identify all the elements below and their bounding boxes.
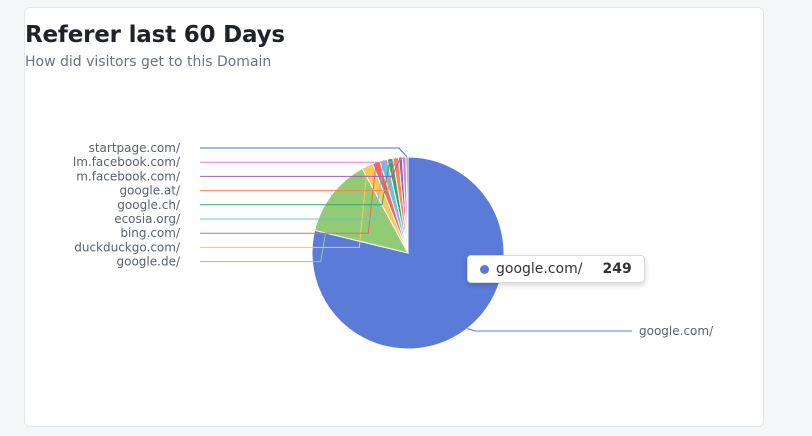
pie-label-google-ch: google.ch/ bbox=[117, 198, 181, 212]
label-line-lm-facebook-com bbox=[200, 156, 405, 163]
label-line-bing-com bbox=[200, 162, 377, 234]
label-line-google-de bbox=[200, 194, 333, 263]
pie-label-m-facebook-com: m.facebook.com/ bbox=[76, 169, 181, 183]
label-line-google-at bbox=[200, 157, 397, 192]
label-line-google-ch bbox=[200, 158, 391, 206]
label-line-google-com bbox=[467, 328, 632, 332]
tooltip-color-dot bbox=[480, 264, 489, 274]
pie-label-google-de: google.de/ bbox=[117, 255, 181, 269]
pie-slices bbox=[311, 156, 505, 350]
label-line-m-facebook-com bbox=[200, 157, 401, 177]
pie-label-lm-facebook-com: lm.facebook.com/ bbox=[73, 155, 181, 169]
pie-labels: google.com/google.de/duckduckgo.com/bing… bbox=[73, 141, 714, 338]
tooltip-label: google.com/ bbox=[496, 261, 583, 277]
pie-label-lines bbox=[200, 147, 632, 332]
pie-slice-google-com[interactable] bbox=[311, 156, 505, 350]
pie-label-duckduckgo-com: duckduckgo.com/ bbox=[74, 240, 181, 254]
chart-tooltip: google.com/ 249 bbox=[467, 255, 645, 283]
card-subtitle: How did visitors get to this Domain bbox=[25, 54, 272, 70]
card-title: Referer last 60 Days bbox=[25, 22, 285, 48]
label-line-ecosia-org bbox=[200, 160, 384, 220]
pie-label-google-at: google.at/ bbox=[119, 184, 181, 198]
tooltip-value: 249 bbox=[602, 261, 632, 277]
pie-label-startpage-com: startpage.com/ bbox=[89, 141, 181, 155]
pie-label-google-com: google.com/ bbox=[639, 324, 714, 338]
label-line-startpage-com bbox=[200, 147, 408, 158]
pie-slice-startpage-com[interactable] bbox=[405, 156, 409, 254]
label-line-duckduckgo-com bbox=[200, 165, 368, 248]
pie-label-bing-com: bing.com/ bbox=[120, 226, 181, 240]
pie-label-ecosia-org: ecosia.org/ bbox=[114, 212, 181, 226]
